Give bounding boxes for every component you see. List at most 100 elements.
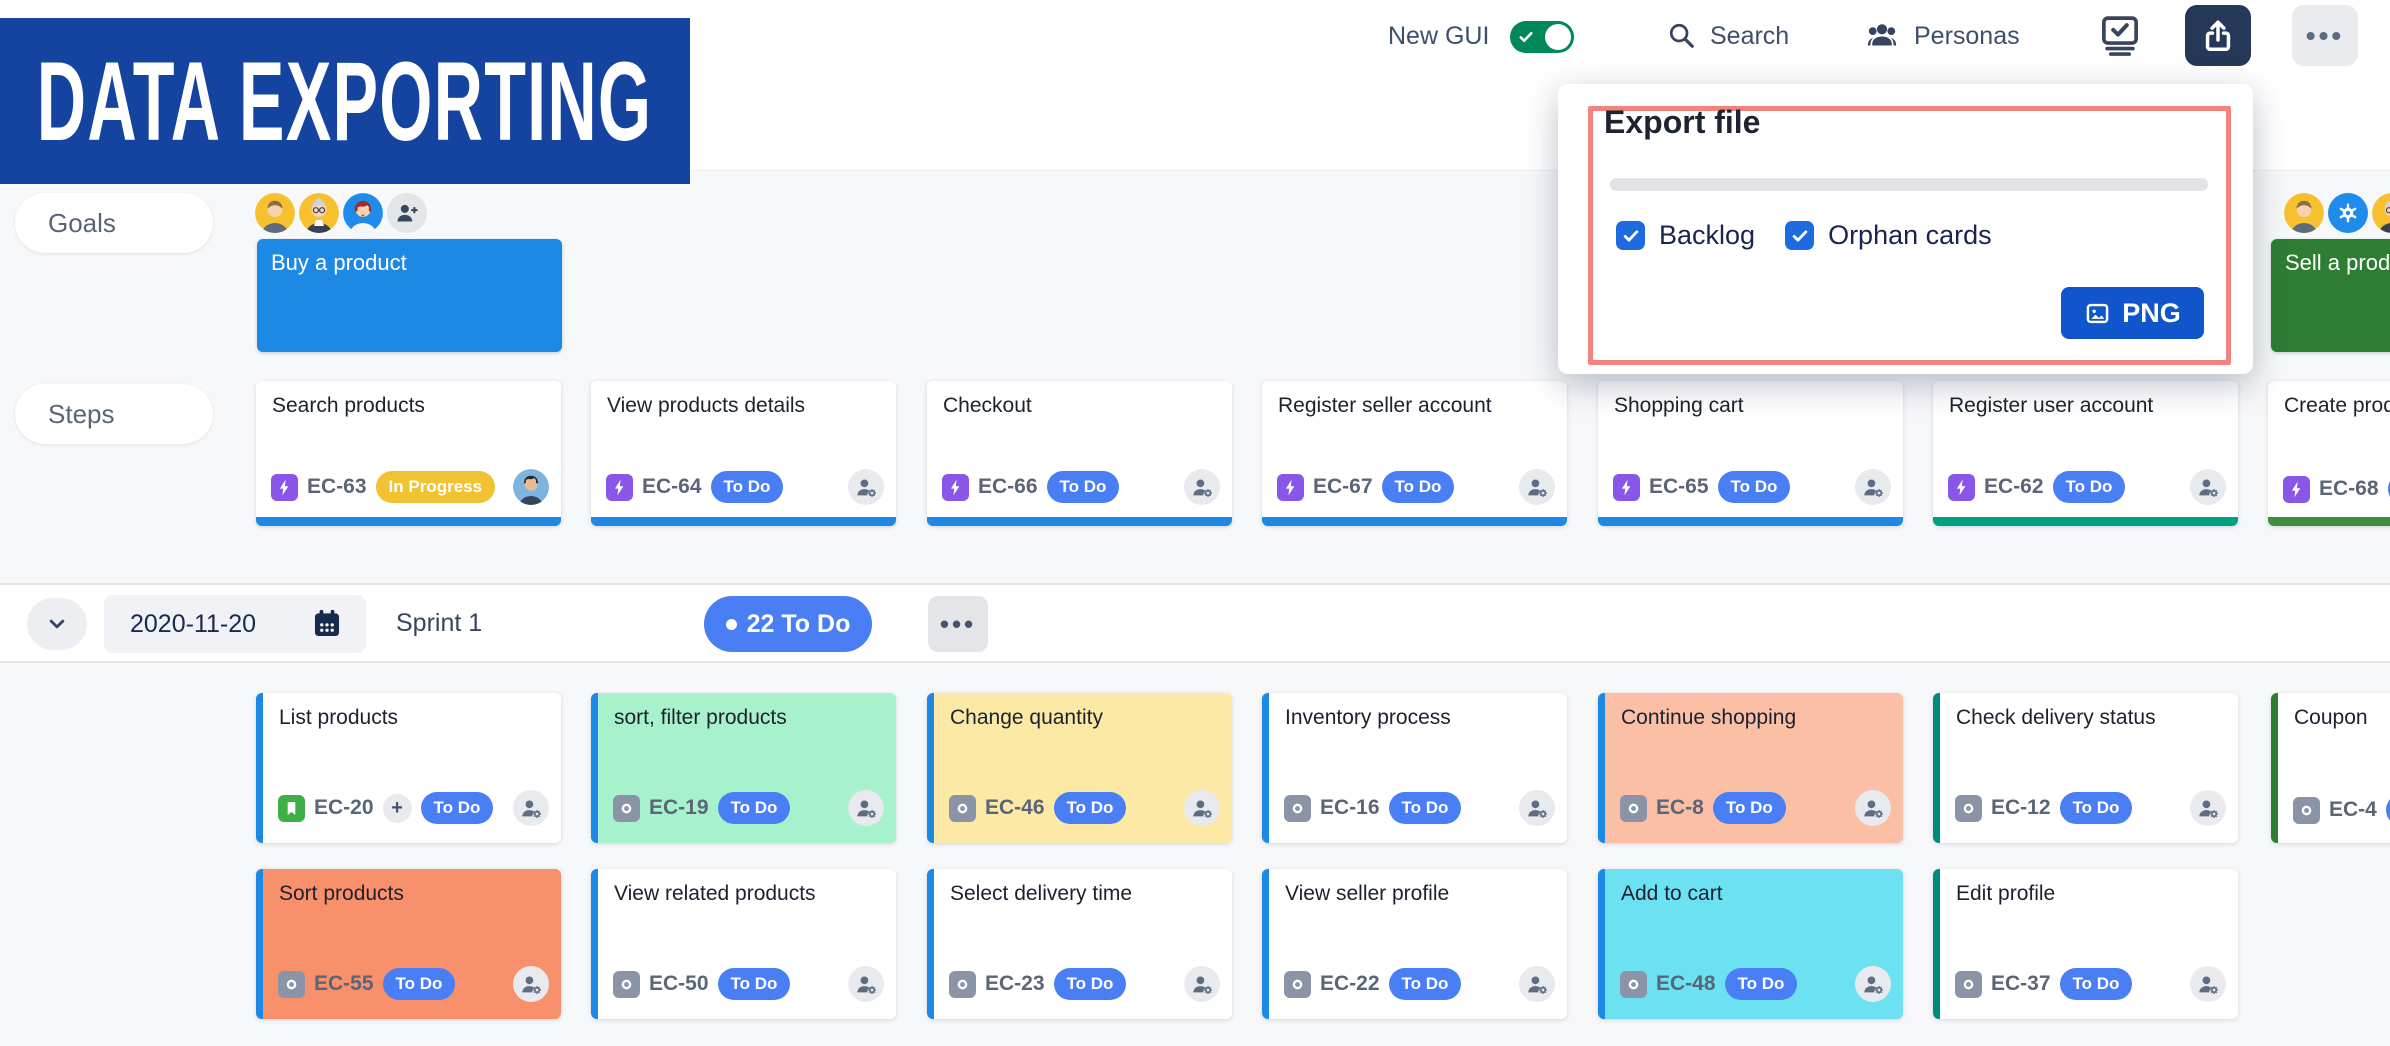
card-title: Register user account <box>1949 394 2154 417</box>
assign-user-icon[interactable] <box>1519 790 1555 826</box>
story-card[interactable]: View related products EC-50 To Do <box>591 869 896 1019</box>
personas-avatars-right <box>2284 193 2390 233</box>
story-card[interactable]: Change quantity EC-46 To Do <box>927 693 1232 843</box>
orphan-cards-checkbox[interactable] <box>1785 221 1815 250</box>
story-card[interactable]: Sort products EC-55 To Do <box>256 869 561 1019</box>
status-badge[interactable]: To Do <box>2385 794 2390 826</box>
status-badge[interactable]: To Do <box>710 471 784 503</box>
issue-type-icon <box>1284 970 1311 998</box>
export-share-button[interactable] <box>2185 5 2251 66</box>
step-card[interactable]: Shopping cart EC-65 To Do <box>1598 381 1903 526</box>
card-code: EC-22 <box>1320 972 1380 995</box>
card-code: EC-12 <box>1991 796 2051 819</box>
persona-avatar-gear[interactable] <box>2328 193 2368 233</box>
status-badge[interactable]: To Do <box>1046 471 1120 503</box>
assign-user-icon[interactable] <box>513 790 549 826</box>
assign-user-icon[interactable] <box>848 469 884 505</box>
steps-row-label[interactable]: Steps <box>15 384 213 444</box>
step-card[interactable]: Search products EC-63 In Progress <box>256 381 561 526</box>
issue-type-icon <box>1955 794 1982 822</box>
assign-user-icon[interactable] <box>1855 966 1891 1002</box>
status-badge[interactable]: To Do <box>1388 968 1462 1000</box>
check-icon <box>1621 226 1641 246</box>
add-subcard-button[interactable]: + <box>382 793 412 823</box>
persona-avatar-man[interactable] <box>255 193 295 233</box>
status-badge[interactable]: To Do <box>717 968 791 1000</box>
story-card[interactable]: Inventory process EC-16 To Do <box>1262 693 1567 843</box>
story-card[interactable]: sort, filter products EC-19 To Do <box>591 693 896 843</box>
sprint-name[interactable]: Sprint 1 <box>396 608 483 637</box>
new-gui-toggle[interactable] <box>1510 21 1574 53</box>
step-card[interactable]: View products details EC-64 To Do <box>591 381 896 526</box>
persona-avatar-woman[interactable] <box>343 193 383 233</box>
goal-card[interactable]: Sell a produ <box>2271 239 2390 352</box>
story-card[interactable]: Edit profile EC-37 To Do <box>1933 869 2238 1019</box>
presentation-monitor-icon[interactable] <box>2098 13 2142 57</box>
assign-user-icon[interactable] <box>1184 790 1220 826</box>
assign-user-icon[interactable] <box>1184 469 1220 505</box>
status-badge[interactable]: To Do <box>1388 792 1462 824</box>
step-card[interactable]: Register user account EC-62 To Do <box>1933 381 2238 526</box>
png-export-button[interactable]: PNG <box>2061 287 2204 339</box>
goal-card[interactable]: Buy a product <box>257 239 562 352</box>
card-code: EC-48 <box>1656 972 1716 995</box>
status-badge[interactable]: To Do <box>2387 473 2390 505</box>
sprint-more-button[interactable]: ••• <box>928 596 988 652</box>
assign-user-icon[interactable] <box>1184 966 1220 1002</box>
story-card[interactable]: Coupon EC-4 To Do <box>2271 693 2390 843</box>
story-card[interactable]: Select delivery time EC-23 To Do <box>927 869 1232 1019</box>
status-badge[interactable]: To Do <box>1053 968 1127 1000</box>
story-card[interactable]: Check delivery status EC-12 To Do <box>1933 693 2238 843</box>
card-code: EC-62 <box>1984 475 2044 498</box>
assign-user-icon[interactable] <box>2190 966 2226 1002</box>
step-card[interactable]: Register seller account EC-67 To Do <box>1262 381 1567 526</box>
assign-user-icon[interactable] <box>1519 469 1555 505</box>
status-badge[interactable]: To Do <box>2059 792 2133 824</box>
status-badge[interactable]: To Do <box>420 792 494 824</box>
collapse-sprint-button[interactable] <box>27 598 87 650</box>
status-badge[interactable]: To Do <box>2052 471 2126 503</box>
step-card[interactable]: Create produ EC-68 To Do <box>2268 381 2390 526</box>
persona-avatar-granny[interactable] <box>299 193 339 233</box>
status-badge[interactable]: To Do <box>382 968 456 1000</box>
assign-user-icon[interactable] <box>848 790 884 826</box>
assign-user-icon[interactable] <box>1519 966 1555 1002</box>
assign-user-icon[interactable] <box>513 966 549 1002</box>
assign-user-icon[interactable] <box>1855 790 1891 826</box>
sprint-status-count-badge[interactable]: 22 To Do <box>704 596 872 652</box>
step-card[interactable]: Checkout EC-66 To Do <box>927 381 1232 526</box>
story-card[interactable]: Continue shopping EC-8 To Do <box>1598 693 1903 843</box>
status-badge[interactable]: In Progress <box>375 471 496 503</box>
assign-user-icon[interactable] <box>2190 469 2226 505</box>
more-options-button[interactable]: ••• <box>2292 5 2358 66</box>
assign-user-icon[interactable] <box>848 966 884 1002</box>
assign-user-icon[interactable] <box>1855 469 1891 505</box>
status-badge[interactable]: To Do <box>1053 792 1127 824</box>
status-badge[interactable]: To Do <box>1712 792 1786 824</box>
export-options: Backlog Orphan cards <box>1616 220 2022 251</box>
search-label[interactable]: Search <box>1710 22 1790 50</box>
story-card[interactable]: Add to cart EC-48 To Do <box>1598 869 1903 1019</box>
story-card[interactable]: View seller profile EC-22 To Do <box>1262 869 1567 1019</box>
persona-avatar-granny[interactable] <box>2372 193 2390 233</box>
personas-avatars <box>255 193 427 233</box>
persona-avatar-man[interactable] <box>2284 193 2324 233</box>
personas-label[interactable]: Personas <box>1914 22 2020 50</box>
steps-label-text: Steps <box>48 398 115 429</box>
personas-icon[interactable] <box>1864 17 1900 53</box>
search-icon[interactable] <box>1666 20 1696 50</box>
story-card[interactable]: List products EC-20 + To Do <box>256 693 561 843</box>
status-badge[interactable]: To Do <box>717 792 791 824</box>
sprint-date-picker[interactable]: 2020-11-20 <box>104 595 366 653</box>
status-badge[interactable]: To Do <box>1381 471 1455 503</box>
status-badge[interactable]: To Do <box>2059 968 2133 1000</box>
add-persona-button[interactable] <box>387 193 427 233</box>
assign-user-icon[interactable] <box>2190 790 2226 826</box>
backlog-checkbox[interactable] <box>1616 221 1645 250</box>
goals-row-label[interactable]: Goals <box>15 193 213 253</box>
status-badge[interactable]: To Do <box>1717 471 1791 503</box>
card-code: EC-64 <box>642 475 702 498</box>
card-code: EC-66 <box>978 475 1038 498</box>
assignee-avatar[interactable] <box>513 469 549 505</box>
status-badge[interactable]: To Do <box>1724 968 1798 1000</box>
